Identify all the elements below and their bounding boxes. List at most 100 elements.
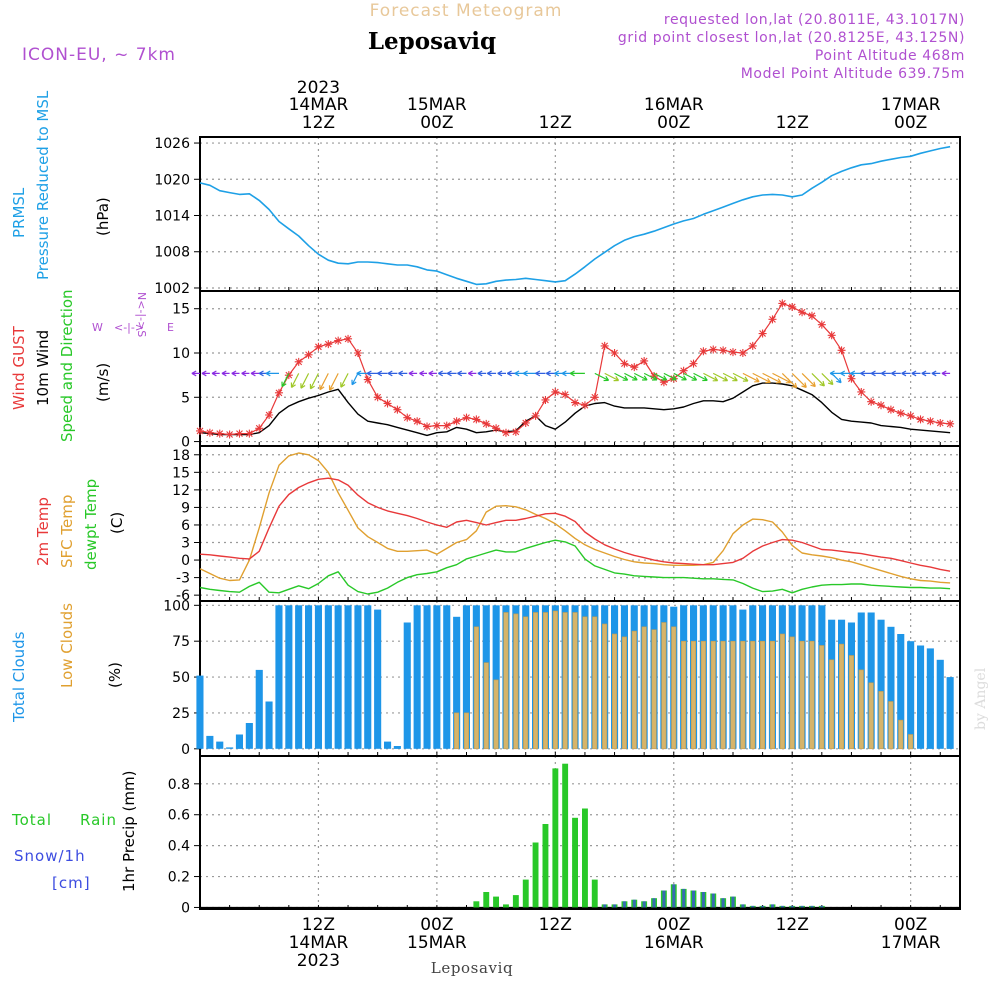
low-cloud-bar xyxy=(503,612,509,750)
wind-direction-arrow xyxy=(663,372,677,381)
gust-marker xyxy=(521,418,530,427)
rain-bar xyxy=(582,808,588,908)
wind-direction-arrow xyxy=(634,372,648,381)
wind-direction-arrow xyxy=(742,372,760,383)
low-cloud-bar xyxy=(888,701,894,750)
cloud-labels: Total Clouds Low Clouds (%) xyxy=(10,603,124,723)
gust-marker xyxy=(590,393,599,402)
gust-marker xyxy=(432,421,441,430)
low-cloud-bar xyxy=(582,616,588,750)
gust-marker xyxy=(827,331,836,340)
gust-marker xyxy=(245,429,254,438)
wind-direction-arrow xyxy=(791,372,807,388)
y-tick-label: 5 xyxy=(181,390,190,406)
wind-direction-arrow xyxy=(340,373,349,388)
wind-direction-arrow xyxy=(683,372,698,381)
gust-marker xyxy=(265,411,274,419)
low-cloud-bar xyxy=(611,633,618,750)
gust-marker xyxy=(196,426,204,435)
wind-direction-arrow xyxy=(821,372,834,386)
wind-labels: Wind GUST 10m Wind Speed and Direction (… xyxy=(10,289,174,442)
gust-marker xyxy=(324,340,333,349)
wind10m-label: 10m Wind xyxy=(34,330,52,406)
low-cloud-bar xyxy=(819,645,825,750)
gust-marker xyxy=(413,417,422,426)
gust-marker xyxy=(689,359,698,368)
snow-unit-label: [cm] xyxy=(52,874,91,892)
credit-watermark: by Angel xyxy=(973,667,989,730)
low-cloud-bar xyxy=(562,612,568,750)
wind-direction-arrow xyxy=(398,370,408,377)
wind-direction-arrow xyxy=(850,370,862,377)
panel-frame xyxy=(199,600,961,757)
low-cloud-bar xyxy=(453,712,460,750)
y-tick-label: 0.8 xyxy=(168,777,190,793)
gust-marker xyxy=(916,415,925,424)
rain-bar xyxy=(473,901,480,908)
wind-direction-arrow xyxy=(594,372,610,382)
bottom-date-label: 15MAR xyxy=(407,933,467,953)
wind-direction-arrow xyxy=(250,370,260,377)
wind-direction-arrow xyxy=(457,370,467,377)
gust-marker xyxy=(738,349,747,357)
gust-marker xyxy=(531,411,540,420)
rain-bar xyxy=(591,879,598,908)
snow-bar xyxy=(613,904,617,908)
footer-location: Leposaviq xyxy=(431,959,513,977)
top-hour-label: 00Z xyxy=(894,113,927,133)
low-cloud-bar xyxy=(592,616,598,750)
gust-marker xyxy=(284,371,293,380)
wind-direction-arrow xyxy=(201,370,210,377)
wind-direction-arrow xyxy=(911,370,921,377)
bottom-hour-label: 12Z xyxy=(302,915,335,935)
low-cloud-bar xyxy=(690,640,697,750)
y-tick-label: 1020 xyxy=(154,172,190,188)
wind-direction-arrow xyxy=(309,373,319,390)
snow-bar xyxy=(662,890,666,908)
rain-bar xyxy=(483,892,490,908)
wind-direction-arrow xyxy=(772,372,792,384)
total-cloud-bar xyxy=(897,634,905,749)
wind-direction-arrow xyxy=(643,372,658,381)
snow-bar xyxy=(682,888,686,908)
wind-direction-arrow xyxy=(860,370,872,377)
wind-direction-arrow xyxy=(781,372,798,389)
wind-direction-arrow xyxy=(477,370,487,377)
wind-direction-arrow xyxy=(762,372,782,384)
total-cloud-bar xyxy=(314,605,322,749)
y-tick-label: 9 xyxy=(181,500,190,516)
bottom-hour-label: 00Z xyxy=(420,915,453,935)
top-hour-label: 12Z xyxy=(302,113,335,133)
snow-bar xyxy=(622,901,626,908)
wind-direction-arrow xyxy=(712,372,729,382)
low-cloud-bar xyxy=(473,626,479,750)
wind-series xyxy=(191,299,955,439)
gust-marker xyxy=(363,375,372,384)
gust-marker xyxy=(906,411,915,420)
gust-marker xyxy=(215,429,224,438)
y-tick-label: 50 xyxy=(172,670,190,686)
low-cloud-bar xyxy=(552,610,558,750)
snow-bar xyxy=(731,896,735,908)
top-hour-label: 00Z xyxy=(657,113,690,133)
wind-direction-arrow xyxy=(673,372,687,381)
wind-direction-arrow xyxy=(693,372,708,382)
wind-direction-arrow xyxy=(356,370,368,377)
pressure-msl-label: Pressure Reduced to MSL xyxy=(34,90,52,280)
low-cloud-bar xyxy=(799,640,805,750)
clouds-unit: (%) xyxy=(106,662,124,688)
y-tick-label: 0 xyxy=(181,435,190,451)
low-cloud-bar xyxy=(740,640,746,750)
y-tick-label: 1002 xyxy=(154,281,190,297)
low-cloud-bar xyxy=(493,679,499,750)
wind-direction-arrow xyxy=(840,370,852,377)
snow-bar xyxy=(652,898,656,908)
gust-line xyxy=(199,302,951,436)
low-cloud-bar xyxy=(848,655,855,750)
compass-vertical: N<-|->S xyxy=(135,292,148,337)
wind-direction-arrow xyxy=(545,370,556,377)
gust-marker xyxy=(946,419,955,428)
low-cloud-bar xyxy=(483,662,489,750)
total-label: Total xyxy=(11,811,52,829)
